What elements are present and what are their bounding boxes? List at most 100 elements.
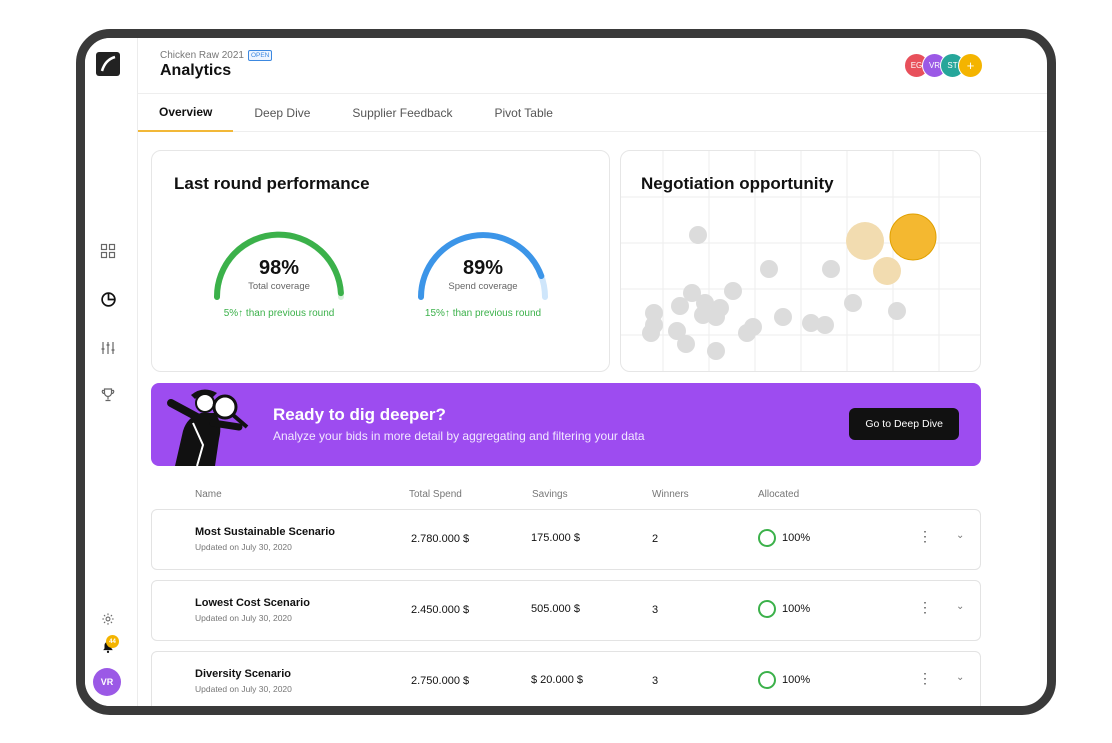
device-frame: 44 VR Chicken Raw 2021 OPEN Analytics EG… <box>76 29 1056 715</box>
banner-subtitle: Analyze your bids in more detail by aggr… <box>273 429 645 443</box>
allocated-value: 100% <box>782 603 811 615</box>
bubble <box>642 324 660 342</box>
breadcrumb-project[interactable]: Chicken Raw 2021 <box>160 50 244 61</box>
status-badge: OPEN <box>247 50 273 61</box>
savings: $ 20.000 $ <box>531 674 583 686</box>
winners: 2 <box>652 533 659 545</box>
total-spend: 2.750.000 $ <box>411 675 470 687</box>
notification-count-badge: 44 <box>106 635 119 648</box>
gauge-value: 89% <box>462 257 504 279</box>
savings: 175.000 $ <box>531 532 580 544</box>
table-row[interactable]: Lowest Cost Scenario Updated on July 30,… <box>151 580 981 641</box>
allocation-ring-icon <box>758 600 776 618</box>
bubble <box>822 260 840 278</box>
chevron-down-icon[interactable]: ⌄ <box>956 672 965 683</box>
pie-chart-icon[interactable] <box>99 290 117 308</box>
page-title: Analytics <box>160 62 232 79</box>
banner-title: Ready to dig deeper? <box>273 405 446 424</box>
bubble-chart <box>621 151 980 371</box>
column-header-winners[interactable]: Winners <box>652 489 689 500</box>
winners: 3 <box>652 604 659 616</box>
bubble <box>774 308 792 326</box>
allocation-ring-icon <box>758 671 776 689</box>
detective-illustration <box>167 389 249 466</box>
sidebar: 44 VR <box>85 38 138 706</box>
settings-icon[interactable] <box>99 610 117 628</box>
gauge-label: Spend coverage <box>448 281 518 292</box>
scenario-updated: Updated on July 30, 2020 <box>195 613 292 623</box>
tab-deep-dive[interactable]: Deep Dive <box>254 106 311 120</box>
column-header-allocated[interactable]: Allocated <box>758 489 800 500</box>
allocated: 100% <box>758 600 810 618</box>
negotiation-title: Negotiation opportunity <box>641 174 834 193</box>
bubble <box>844 294 862 312</box>
more-options-icon[interactable]: ⋮ <box>918 528 932 544</box>
tab-pivot-table[interactable]: Pivot Table <box>494 106 553 120</box>
allocated: 100% <box>758 671 810 689</box>
allocation-ring-icon <box>758 529 776 547</box>
collaborator-avatars[interactable]: EG VR ST + <box>904 53 983 78</box>
bubble <box>724 282 742 300</box>
column-header-savings[interactable]: Savings <box>532 489 568 500</box>
bubble <box>671 297 689 315</box>
table-header: Name Total Spend Savings Winners Allocat… <box>151 489 981 505</box>
allocated-value: 100% <box>782 674 811 686</box>
tab-bar: Overview Deep Dive Supplier Feedback Piv… <box>138 94 1047 132</box>
breadcrumb: Chicken Raw 2021 OPEN <box>160 50 273 61</box>
bubble <box>677 335 695 353</box>
gauge-delta: 5%↑ than previous round <box>223 308 335 319</box>
scenario-updated: Updated on July 30, 2020 <box>195 684 292 694</box>
negotiation-card: Negotiation opportunity <box>620 150 981 372</box>
bubble <box>668 322 686 340</box>
total-spend: 2.780.000 $ <box>411 533 470 545</box>
deep-dive-banner: Ready to dig deeper? Analyze your bids i… <box>151 383 981 466</box>
allocated-value: 100% <box>782 532 811 544</box>
avatar[interactable]: EG <box>904 53 929 78</box>
bubble-top-opportunity <box>889 213 937 261</box>
trophy-icon[interactable] <box>99 386 117 404</box>
bubble <box>802 314 820 332</box>
scenario-name: Most Sustainable Scenario <box>195 526 335 538</box>
bubble <box>689 226 707 244</box>
page-header: Chicken Raw 2021 OPEN Analytics EG VR ST… <box>138 38 1047 94</box>
performance-title: Last round performance <box>174 174 370 193</box>
performance-card: Last round performance 98% Total coverag… <box>151 150 610 372</box>
bubble-highlight <box>873 257 901 285</box>
chevron-down-icon[interactable]: ⌄ <box>956 530 965 541</box>
bubble <box>760 260 778 278</box>
scenario-name: Diversity Scenario <box>195 668 291 680</box>
scenario-updated: Updated on July 30, 2020 <box>195 542 292 552</box>
gauge-arc <box>418 232 548 300</box>
gauge-label: Total coverage <box>248 281 310 292</box>
sliders-icon[interactable] <box>99 339 117 357</box>
table-row[interactable]: Most Sustainable Scenario Updated on Jul… <box>151 509 981 570</box>
gauge-spend-coverage: 89% Spend coverage 15%↑ than previous ro… <box>413 229 553 319</box>
bubble <box>683 284 701 302</box>
column-header-name[interactable]: Name <box>195 489 222 500</box>
bubble <box>707 342 725 360</box>
chevron-down-icon[interactable]: ⌄ <box>956 601 965 612</box>
more-options-icon[interactable]: ⋮ <box>918 670 932 686</box>
user-avatar[interactable]: VR <box>93 668 121 696</box>
bubble <box>738 324 756 342</box>
more-options-icon[interactable]: ⋮ <box>918 599 932 615</box>
allocated: 100% <box>758 529 810 547</box>
go-to-deep-dive-button[interactable]: Go to Deep Dive <box>849 408 959 440</box>
tab-supplier-feedback[interactable]: Supplier Feedback <box>352 106 453 120</box>
bubble-highlight <box>846 222 884 260</box>
gauge-delta: 15%↑ than previous round <box>424 308 542 319</box>
gauge-arc <box>213 231 344 300</box>
dashboard-icon[interactable] <box>99 242 117 260</box>
savings: 505.000 $ <box>531 603 580 615</box>
table-row[interactable]: Diversity Scenario Updated on July 30, 2… <box>151 651 981 706</box>
column-header-total-spend[interactable]: Total Spend <box>409 489 462 500</box>
add-collaborator-button[interactable]: + <box>958 53 983 78</box>
winners: 3 <box>652 675 659 687</box>
app-logo[interactable] <box>96 52 120 76</box>
gauge-total-coverage: 98% Total coverage 5%↑ than previous rou… <box>209 229 349 319</box>
total-spend: 2.450.000 $ <box>411 604 470 616</box>
tab-overview[interactable]: Overview <box>138 94 234 132</box>
gauge-value: 98% <box>258 257 300 279</box>
bubble <box>707 308 725 326</box>
bubble <box>816 316 834 334</box>
